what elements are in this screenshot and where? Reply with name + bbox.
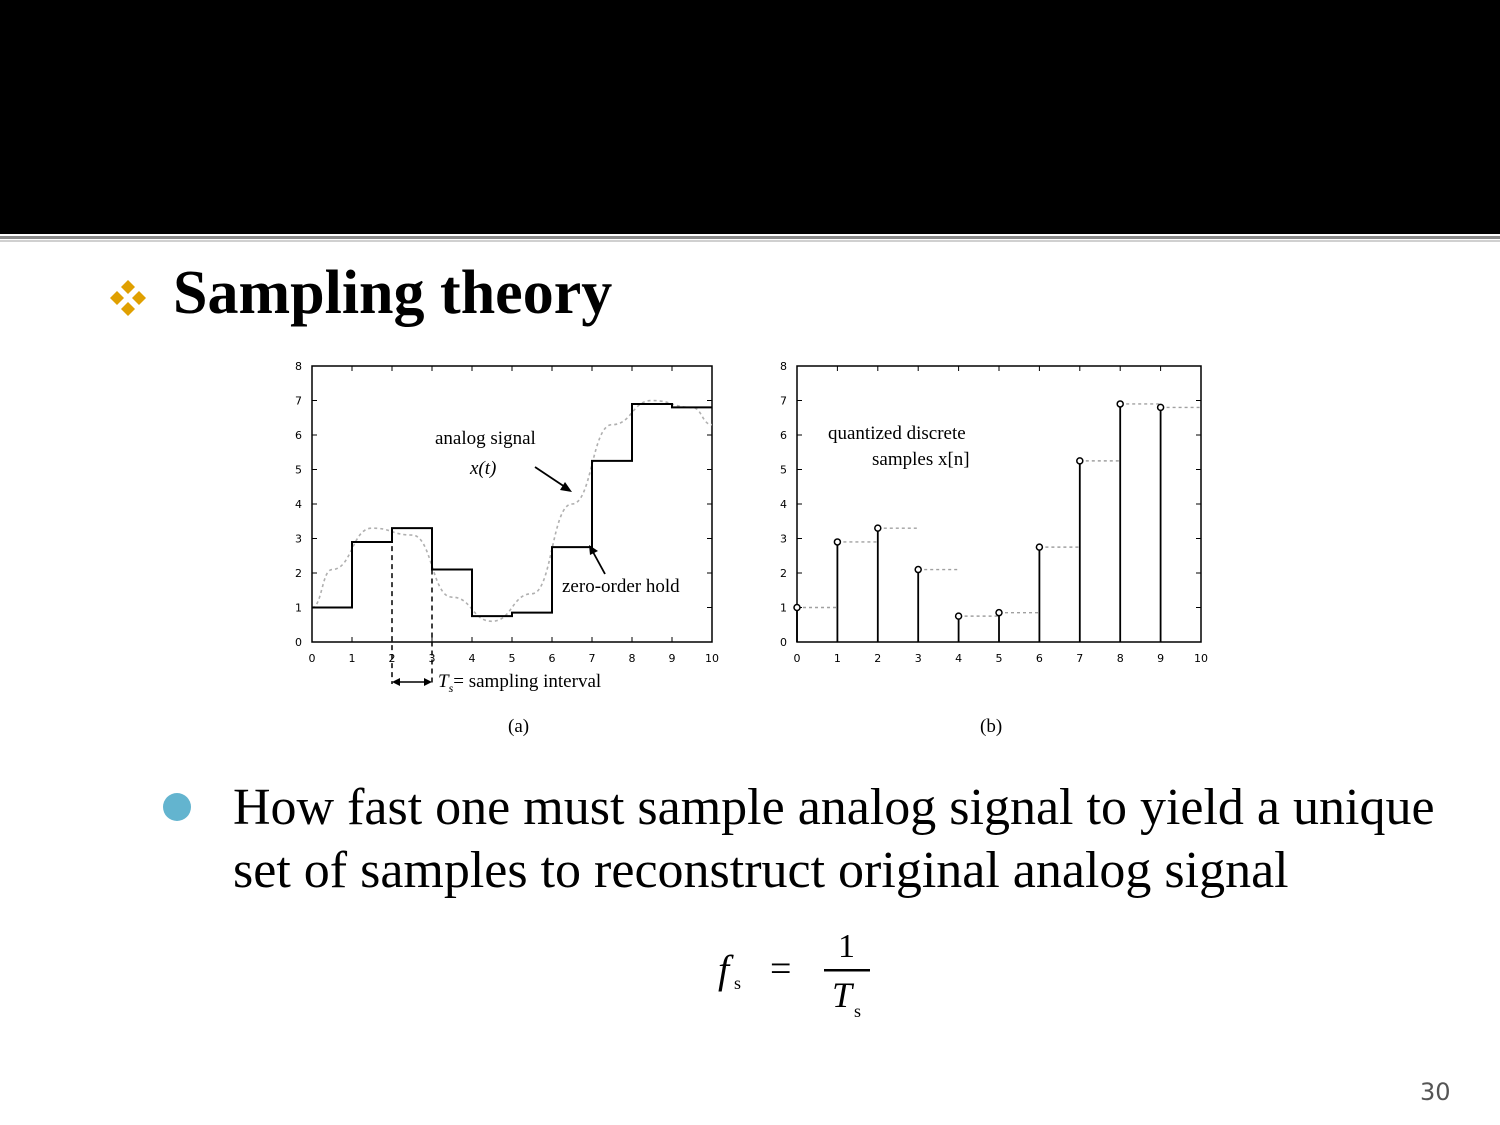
quantized-staircase xyxy=(797,403,1201,617)
x-tick-label: 1 xyxy=(349,652,356,665)
analog-arrowhead xyxy=(560,482,572,492)
sample-point xyxy=(1035,543,1044,551)
analog-signal-label: analog signal xyxy=(435,428,536,449)
y-tick-label: 7 xyxy=(295,395,302,408)
plot-frame xyxy=(311,365,713,643)
y-tick-label: 0 xyxy=(780,636,787,649)
x-tick-label: 6 xyxy=(549,652,556,665)
y-tick-label: 1 xyxy=(780,602,787,615)
formula-denominator: T xyxy=(832,975,855,1015)
y-tick-label: 6 xyxy=(295,429,302,442)
y-tick-label: 3 xyxy=(780,533,787,546)
y-tick-label: 2 xyxy=(295,567,302,580)
y-tick-label: 1 xyxy=(295,602,302,615)
title-divider-shadow xyxy=(0,240,1500,242)
panel-b-chart: 0 1 2 3 4 5 6 7 8 9 10 0 1 2 3 4 5 6 7 8 xyxy=(780,360,1208,665)
formula-fraction-bar xyxy=(824,969,870,972)
formula-equals: = xyxy=(770,948,791,990)
x-tick-label: 4 xyxy=(955,652,962,665)
plot-frame xyxy=(796,365,1202,643)
y-tick-label: 7 xyxy=(780,395,787,408)
quantized-label-line1: quantized discrete xyxy=(828,423,966,444)
x-tick-label: 5 xyxy=(996,652,1003,665)
slide-number: 30 xyxy=(1420,1078,1451,1106)
y-tick-label: 5 xyxy=(295,464,302,477)
y-tick-label: 8 xyxy=(780,360,787,373)
xt-label: x(t) xyxy=(469,458,496,479)
sampling-frequency-formula: f s = 1 T s xyxy=(718,928,870,1021)
y-tick-label: 8 xyxy=(295,360,302,373)
x-tick-label: 8 xyxy=(1117,652,1124,665)
zero-order-hold-label: zero-order hold xyxy=(562,576,680,597)
x-tick-label: 4 xyxy=(469,652,476,665)
slide-heading: Sampling theory xyxy=(173,259,613,327)
bullet-dot xyxy=(163,793,191,821)
formula-den-sub: s xyxy=(854,1001,861,1021)
sample-point xyxy=(793,603,801,612)
caption-a: (a) xyxy=(508,716,529,737)
bullet-text: How fast one must sample analog signal t… xyxy=(233,779,1435,899)
y-tick-label: 3 xyxy=(295,533,302,546)
sample-point xyxy=(1156,403,1165,412)
sample-point xyxy=(874,524,882,532)
sample-point xyxy=(833,538,842,546)
y-tick-label: 4 xyxy=(780,498,787,511)
sample-point xyxy=(954,612,963,620)
x-tick-label: 8 xyxy=(629,652,636,665)
analog-signal-curve xyxy=(311,399,713,623)
sample-point xyxy=(1116,400,1124,408)
quantized-label-line2: samples x[n] xyxy=(872,449,970,470)
y-tick-label: 4 xyxy=(295,498,302,511)
ts-arrowhead-left xyxy=(392,678,400,686)
analog-arrow-line xyxy=(534,466,566,488)
diamond-bullet-icon xyxy=(110,280,146,316)
x-tick-label: 5 xyxy=(509,652,516,665)
y-tick-label: 2 xyxy=(780,567,787,580)
ts-arrowhead-right xyxy=(424,678,432,686)
sample-point xyxy=(914,565,922,574)
x-tick-label: 3 xyxy=(429,652,436,665)
x-tick-label: 7 xyxy=(1076,652,1083,665)
x-tick-label: 2 xyxy=(874,652,881,665)
y-tick-label: 5 xyxy=(780,464,787,477)
y-tick-label: 6 xyxy=(780,429,787,442)
x-tick-label: 6 xyxy=(1036,652,1043,665)
sample-point xyxy=(995,608,1003,617)
x-tick-label: 1 xyxy=(834,652,841,665)
x-tick-label: 0 xyxy=(309,652,316,665)
x-tick-label: 10 xyxy=(1194,652,1208,665)
ts-label: Ts= sampling interval xyxy=(438,671,601,695)
caption-b: (b) xyxy=(980,716,1002,737)
formula-fs-sub: s xyxy=(734,973,741,993)
sample-point xyxy=(1076,457,1084,465)
zoh-arrow-line xyxy=(592,551,606,575)
x-tick-label: 3 xyxy=(915,652,922,665)
x-tick-label: 10 xyxy=(705,652,719,665)
formula-fs: f xyxy=(718,947,734,992)
x-tick-label: 0 xyxy=(794,652,801,665)
y-tick-label: 0 xyxy=(295,636,302,649)
zoh-arrowhead xyxy=(589,545,598,555)
formula-numerator: 1 xyxy=(838,928,855,965)
x-tick-label: 9 xyxy=(1157,652,1164,665)
x-tick-label: 7 xyxy=(589,652,596,665)
x-tick-label: 9 xyxy=(669,652,676,665)
title-divider xyxy=(0,236,1500,239)
title-bar xyxy=(0,0,1500,234)
